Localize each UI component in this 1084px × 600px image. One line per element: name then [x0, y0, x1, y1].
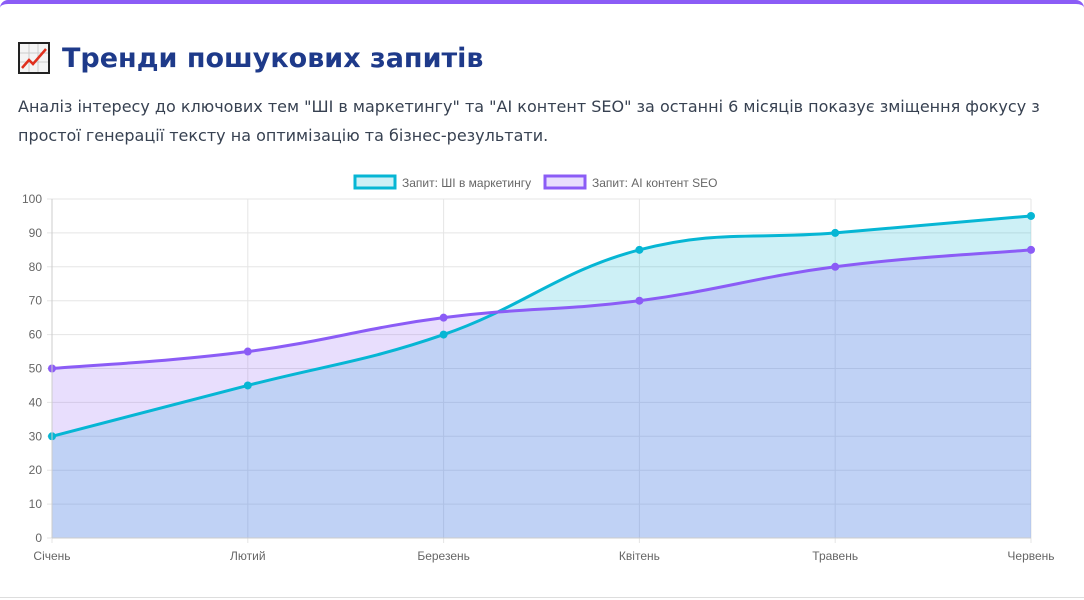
data-point [439, 313, 448, 322]
y-tick-label: 80 [29, 260, 43, 274]
data-point [831, 228, 840, 237]
legend-swatch [543, 174, 587, 190]
description: Аналіз інтересу до ключових тем "ШІ в ма… [18, 97, 1040, 145]
x-tick-label: Березень [417, 549, 470, 563]
y-tick-label: 10 [29, 497, 43, 511]
y-tick-label: 30 [29, 429, 43, 443]
x-tick-label: Квітень [619, 549, 660, 563]
legend-swatch [353, 174, 397, 190]
y-tick-label: 50 [29, 362, 43, 376]
series-line [51, 248, 1032, 370]
series-area [52, 249, 1031, 538]
data-point [243, 381, 252, 390]
data-point [1027, 245, 1035, 254]
data-point [635, 296, 644, 305]
y-tick-label: 40 [29, 395, 43, 409]
y-tick-label: 0 [35, 531, 42, 545]
x-tick-label: Травень [812, 549, 858, 563]
x-tick-label: Січень [33, 549, 70, 563]
y-tick-label: 70 [29, 294, 43, 308]
data-point [831, 262, 840, 271]
chart-increasing-icon [18, 42, 50, 74]
legend-label: Запит: ШІ в маркетингу [402, 176, 531, 190]
y-tick-label: 60 [29, 328, 43, 342]
title-text: Тренди пошукових запитів [62, 42, 484, 74]
line-chart: 0 10 20 30 40 50 60 70 80 90 100 Січень Лютий Березен… [22, 174, 1055, 563]
x-tick-label: Лютий [230, 549, 266, 563]
series-line [51, 214, 1032, 438]
series-area [52, 215, 1031, 538]
x-tick-label: Червень [1007, 549, 1054, 563]
data-point [439, 330, 448, 339]
y-tick-label: 90 [29, 226, 43, 240]
data-point [1027, 211, 1035, 220]
data-point [635, 245, 644, 254]
page-title: Тренди пошукових запитів [18, 42, 483, 74]
data-point [243, 347, 252, 356]
y-tick-label: 100 [22, 192, 42, 206]
legend-label: Запит: AI контент SEO [592, 176, 717, 190]
y-tick-label: 20 [29, 463, 43, 477]
